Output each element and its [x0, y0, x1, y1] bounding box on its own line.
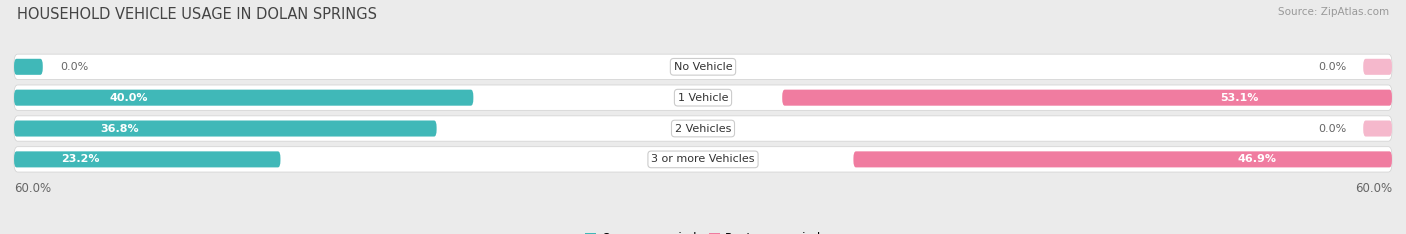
- Text: Source: ZipAtlas.com: Source: ZipAtlas.com: [1278, 7, 1389, 17]
- Text: 40.0%: 40.0%: [110, 93, 148, 103]
- FancyBboxPatch shape: [14, 90, 474, 106]
- Text: 53.1%: 53.1%: [1220, 93, 1258, 103]
- Text: HOUSEHOLD VEHICLE USAGE IN DOLAN SPRINGS: HOUSEHOLD VEHICLE USAGE IN DOLAN SPRINGS: [17, 7, 377, 22]
- Text: 0.0%: 0.0%: [60, 62, 89, 72]
- Text: 1 Vehicle: 1 Vehicle: [678, 93, 728, 103]
- FancyBboxPatch shape: [14, 54, 1392, 80]
- FancyBboxPatch shape: [853, 151, 1392, 167]
- Text: 36.8%: 36.8%: [100, 124, 139, 134]
- Text: 3 or more Vehicles: 3 or more Vehicles: [651, 154, 755, 164]
- Text: No Vehicle: No Vehicle: [673, 62, 733, 72]
- FancyBboxPatch shape: [1364, 121, 1392, 137]
- Text: 2 Vehicles: 2 Vehicles: [675, 124, 731, 134]
- FancyBboxPatch shape: [782, 90, 1392, 106]
- FancyBboxPatch shape: [14, 85, 1392, 110]
- FancyBboxPatch shape: [14, 121, 437, 137]
- Text: 46.9%: 46.9%: [1237, 154, 1277, 164]
- Text: 23.2%: 23.2%: [62, 154, 100, 164]
- Text: 0.0%: 0.0%: [1317, 124, 1346, 134]
- FancyBboxPatch shape: [14, 116, 1392, 141]
- FancyBboxPatch shape: [14, 151, 280, 167]
- Text: 60.0%: 60.0%: [14, 182, 51, 195]
- FancyBboxPatch shape: [1364, 59, 1392, 75]
- Legend: Owner-occupied, Renter-occupied: Owner-occupied, Renter-occupied: [579, 227, 827, 234]
- Text: 60.0%: 60.0%: [1355, 182, 1392, 195]
- FancyBboxPatch shape: [14, 59, 42, 75]
- Text: 0.0%: 0.0%: [1317, 62, 1346, 72]
- FancyBboxPatch shape: [14, 147, 1392, 172]
